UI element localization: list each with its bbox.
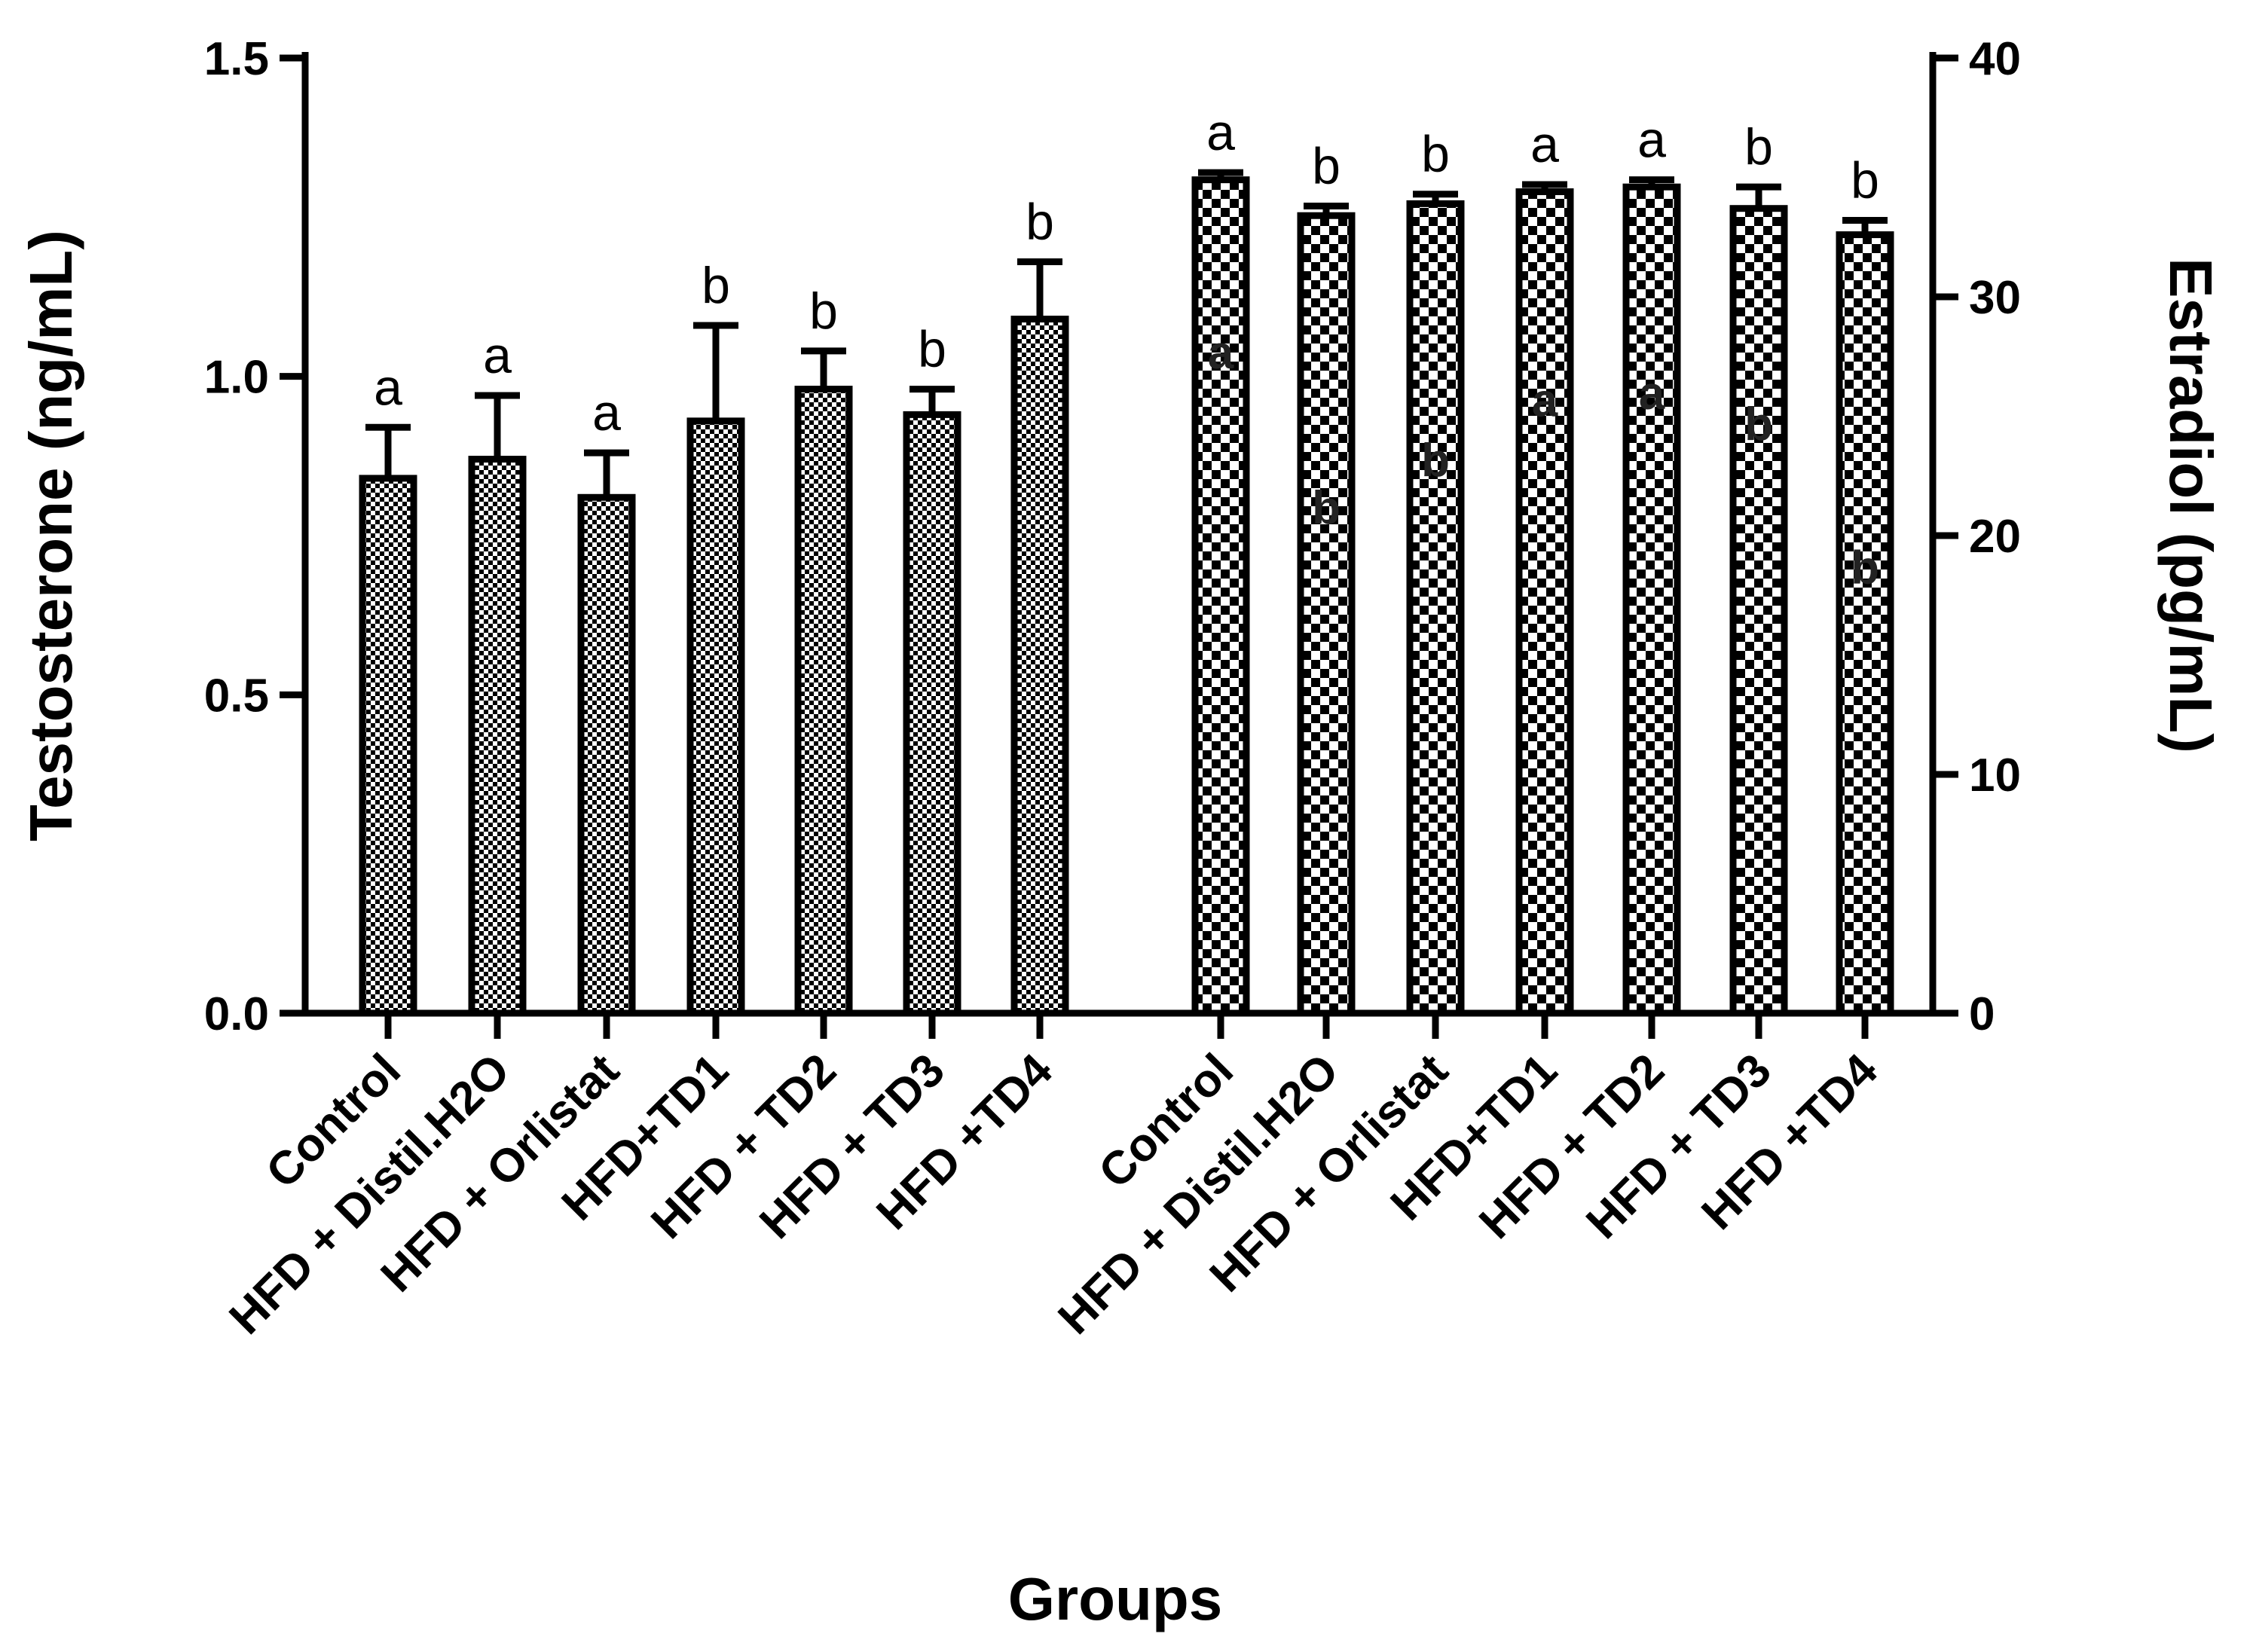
estradiol-bar [1515, 188, 1574, 1017]
estradiol-significance-letter: b [1312, 138, 1341, 195]
estradiol-inner-letter: b [1421, 435, 1450, 487]
testosterone-bar [577, 493, 636, 1017]
testosterone-significance-letter: b [702, 257, 730, 314]
estradiol-bar [1729, 205, 1788, 1017]
testosterone-significance-letter: b [809, 282, 838, 340]
testosterone-significance-letter: b [1026, 194, 1054, 251]
y-right-tick-label: 20 [1969, 511, 2021, 563]
testosterone-significance-letter: a [592, 384, 621, 441]
estradiol-significance-letter: b [1421, 126, 1450, 183]
y-axis-right-title: Estradiol (pg/mL) [2157, 258, 2224, 753]
x-axis-title: Groups [1008, 1565, 1222, 1632]
estradiol-bar [1622, 183, 1681, 1017]
testosterone-bar [903, 411, 961, 1017]
y-left-tick-label: 1.0 [204, 352, 269, 404]
estradiol-bar [1406, 200, 1465, 1017]
estradiol-significance-letter: a [1637, 111, 1666, 169]
y-left-tick-label: 0.5 [204, 670, 269, 722]
testosterone-significance-letter: a [374, 359, 402, 416]
estradiol-significance-letter: b [1851, 152, 1879, 209]
estradiol-inner-letter: b [1851, 542, 1879, 594]
estradiol-significance-letter: a [1206, 104, 1235, 161]
testosterone-bar [686, 417, 745, 1017]
y-left-tick-label: 1.5 [204, 33, 269, 85]
testosterone-significance-letter: a [483, 327, 512, 384]
testosterone-bar [468, 456, 527, 1017]
y-right-tick-label: 0 [1969, 988, 1995, 1040]
y-right-tick-label: 30 [1969, 272, 2021, 324]
estradiol-significance-letter: a [1530, 116, 1559, 173]
y-axis-left-title: Testosterone (ng/mL) [17, 230, 84, 841]
testosterone-bar [1010, 316, 1069, 1017]
estradiol-inner-letter: b [1744, 398, 1773, 450]
estradiol-inner-letter: a [1532, 375, 1558, 427]
estradiol-significance-letter: b [1744, 118, 1773, 176]
estradiol-bar [1297, 212, 1356, 1017]
estradiol-inner-letter: a [1639, 368, 1665, 420]
testosterone-significance-letter: b [918, 321, 946, 378]
y-left-tick-label: 0.0 [204, 988, 269, 1040]
estradiol-bar [1191, 176, 1250, 1017]
estradiol-bar [1836, 231, 1894, 1017]
testosterone-bar [794, 386, 853, 1017]
estradiol-inner-letter: b [1312, 482, 1341, 534]
y-right-tick-label: 40 [1969, 33, 2021, 85]
testosterone-bar [359, 475, 417, 1017]
estradiol-inner-letter: a [1208, 327, 1234, 379]
y-right-tick-label: 10 [1969, 750, 2021, 802]
